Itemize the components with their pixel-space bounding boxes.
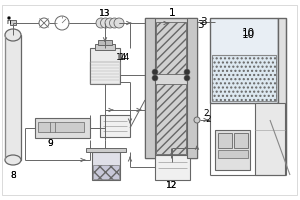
Circle shape xyxy=(184,69,190,75)
Bar xyxy=(145,18,197,158)
Text: 1: 1 xyxy=(169,8,175,18)
Text: 9: 9 xyxy=(47,138,53,148)
Text: 13: 13 xyxy=(99,8,111,18)
Text: 13: 13 xyxy=(99,8,111,18)
Circle shape xyxy=(39,18,49,28)
Circle shape xyxy=(114,18,124,28)
Text: 14: 14 xyxy=(116,53,128,62)
Bar xyxy=(187,18,197,158)
Bar xyxy=(5,35,21,160)
Bar xyxy=(156,84,186,154)
Circle shape xyxy=(55,16,69,30)
Text: 9: 9 xyxy=(47,138,53,148)
Ellipse shape xyxy=(5,29,21,41)
Bar xyxy=(218,150,248,158)
Circle shape xyxy=(100,18,110,28)
Bar xyxy=(90,48,120,84)
Circle shape xyxy=(152,69,158,75)
Bar xyxy=(145,18,155,158)
Circle shape xyxy=(110,18,119,28)
Bar xyxy=(90,62,120,84)
Bar xyxy=(10,20,16,25)
Bar xyxy=(215,130,250,170)
Text: 14: 14 xyxy=(119,53,131,62)
Text: 8: 8 xyxy=(10,170,16,180)
Circle shape xyxy=(96,18,106,28)
Bar xyxy=(218,133,232,148)
Circle shape xyxy=(194,117,200,123)
Bar xyxy=(255,103,285,175)
Circle shape xyxy=(105,18,115,28)
Text: 3: 3 xyxy=(200,17,206,27)
Bar xyxy=(278,18,286,168)
Text: 3: 3 xyxy=(197,20,203,30)
Text: n: n xyxy=(7,19,11,25)
Text: 12: 12 xyxy=(166,182,178,190)
Bar xyxy=(95,44,115,50)
Bar xyxy=(210,18,278,103)
Bar xyxy=(156,22,186,74)
Text: 8: 8 xyxy=(10,170,16,180)
Bar xyxy=(234,133,248,148)
Bar xyxy=(86,148,126,152)
Circle shape xyxy=(8,17,10,20)
Bar xyxy=(212,55,276,101)
Text: 1: 1 xyxy=(169,8,175,18)
Circle shape xyxy=(184,75,190,81)
Bar xyxy=(92,152,120,180)
Text: 10: 10 xyxy=(242,28,255,38)
Bar xyxy=(98,40,112,45)
Text: 2: 2 xyxy=(203,108,209,117)
Bar xyxy=(100,115,130,137)
Bar xyxy=(155,155,190,180)
Bar xyxy=(38,122,84,132)
Circle shape xyxy=(152,75,158,81)
Text: 12: 12 xyxy=(166,180,178,190)
Bar xyxy=(93,165,119,179)
Text: 2: 2 xyxy=(205,116,211,124)
Ellipse shape xyxy=(5,155,21,165)
Bar xyxy=(35,118,90,138)
Text: 10: 10 xyxy=(242,30,255,40)
